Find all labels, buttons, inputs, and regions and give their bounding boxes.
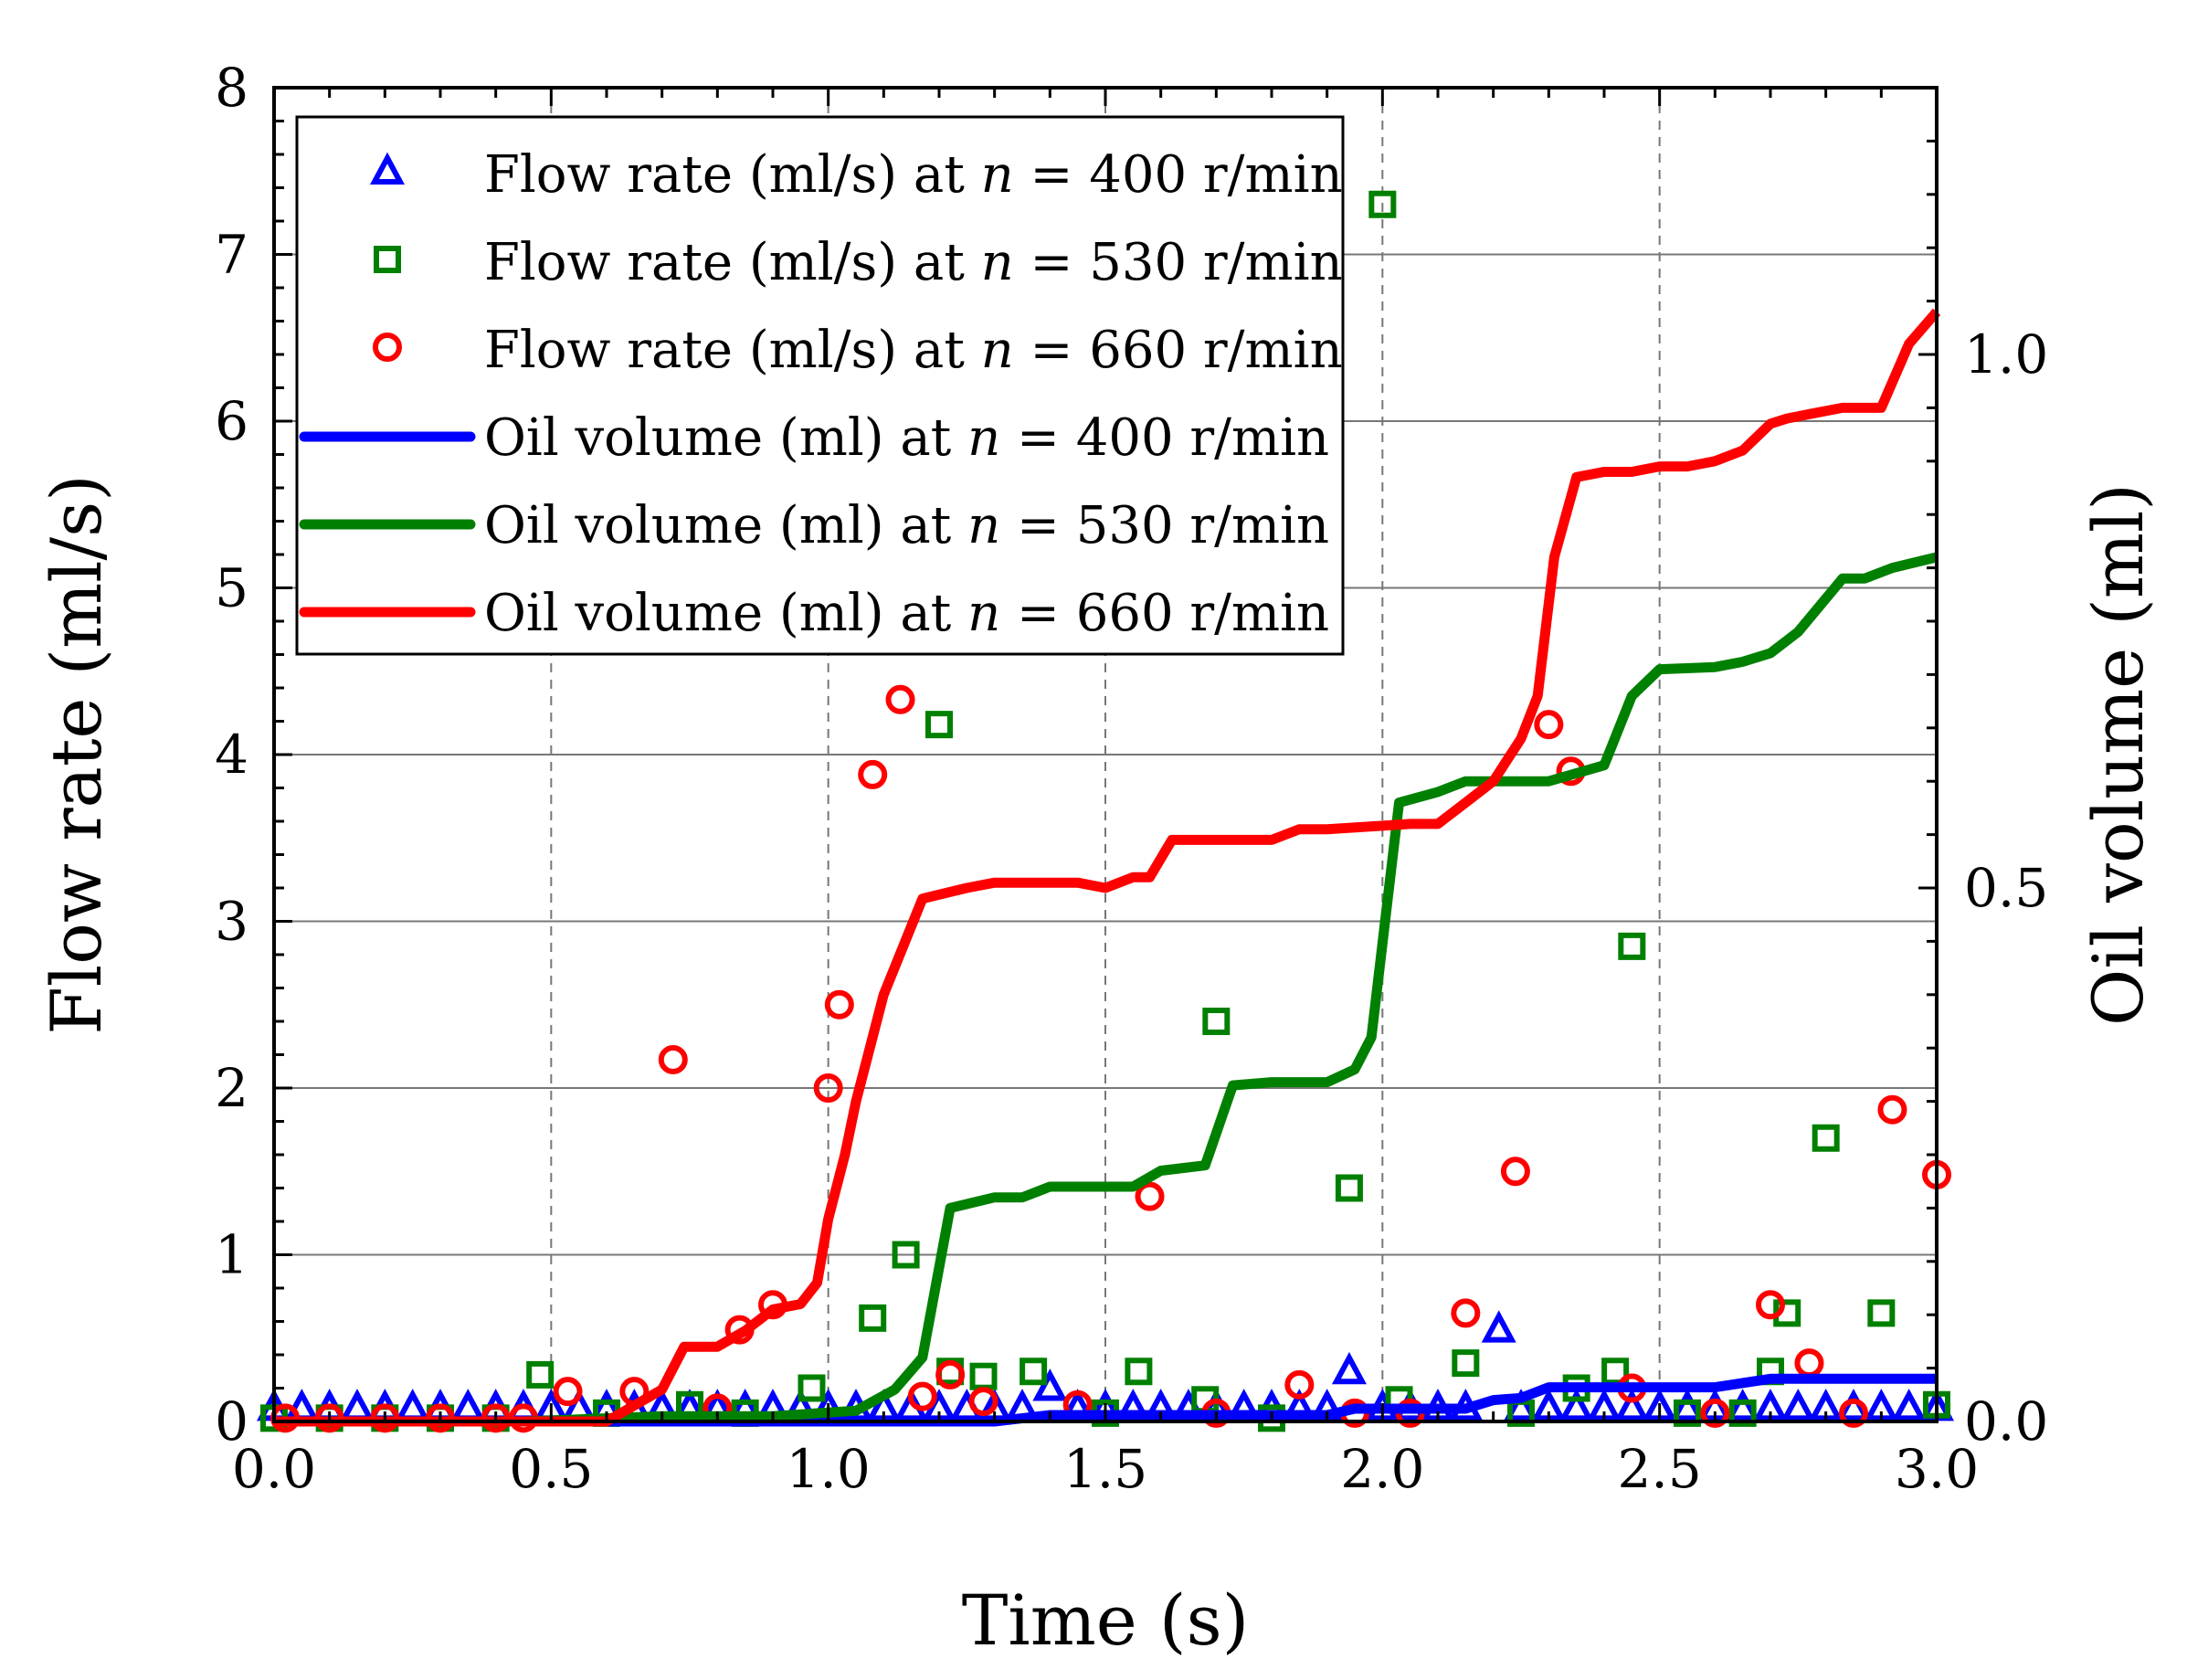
x-tick-label: 2.5 — [1618, 1438, 1702, 1500]
legend-entry: Flow rate (ml/s) at n = 530 r/min — [374, 233, 1343, 292]
flow-rate-point — [1481, 1310, 1516, 1343]
flow-rate-point — [1534, 710, 1564, 740]
flow-rate-point — [658, 1044, 688, 1074]
flow-rate-point — [526, 1360, 555, 1389]
flow-rate-point — [1728, 1399, 1757, 1427]
flow-rate-point — [935, 1359, 966, 1389]
flow-rate-point — [339, 1389, 375, 1421]
axis-ticks — [272, 86, 1939, 1423]
flow-rate-point — [1780, 1389, 1816, 1421]
legend-marker-swatch — [374, 246, 401, 273]
legend-entry: Oil volume (ml) at n = 660 r/min — [299, 584, 1329, 643]
oil-volume-line — [274, 308, 1941, 1427]
x-tick-label: 0.0 — [232, 1438, 316, 1500]
flow-rate-point — [892, 1241, 920, 1269]
legend-label: Oil volume (ml) at n = 530 r/min — [484, 496, 1329, 555]
flow-rate-point — [968, 1387, 998, 1417]
flow-rate-point — [1700, 1398, 1730, 1428]
flow-rate-point — [1558, 1389, 1594, 1421]
flow-rate-point — [1032, 1368, 1068, 1401]
legend-marker-swatch — [369, 152, 406, 185]
flow-rate-point — [1451, 1298, 1481, 1328]
flow-rate-point — [859, 1304, 887, 1332]
flow-rate-point — [1335, 1174, 1363, 1202]
y2-tick-label: 0.0 — [1964, 1390, 2048, 1453]
x-tick-label: 1.5 — [1063, 1438, 1147, 1500]
flow-rate-point — [824, 989, 854, 1020]
flow-rate-point — [1019, 1358, 1048, 1386]
flow-rate-point — [858, 759, 888, 789]
flow-rate-point — [1331, 1351, 1367, 1385]
x-tick-label: 3.0 — [1895, 1438, 1979, 1500]
flow-rate-point — [885, 684, 915, 714]
legend-entry: Oil volume (ml) at n = 400 r/min — [299, 408, 1329, 468]
flow-rate-point — [1812, 1124, 1840, 1152]
flow-rate-point — [1794, 1348, 1824, 1379]
flow-rate-point — [1202, 1008, 1231, 1035]
flow-rate-point — [1756, 1290, 1785, 1320]
x-tick-label: 0.5 — [509, 1438, 593, 1500]
y2-axis-title: Oil volume (ml) — [2077, 483, 2159, 1026]
y-tick-label: 5 — [215, 557, 248, 619]
flow-rate-point — [1368, 190, 1397, 218]
legend-box — [295, 115, 1345, 656]
flow-rate-point — [1839, 1398, 1868, 1428]
legend-label: Flow rate (ml/s) at n = 400 r/min — [484, 145, 1343, 205]
x-tick-label: 2.0 — [1340, 1438, 1424, 1500]
flow-rate-point — [1135, 1181, 1165, 1211]
flow-rate-point — [1891, 1389, 1927, 1421]
y2-tick-labels: 0.0 0.5 1.0 — [1964, 323, 2048, 1453]
flow-rate-point — [1500, 1157, 1530, 1187]
legend-label: Flow rate (ml/s) at n = 660 r/min — [484, 321, 1343, 380]
flow-rate-point — [1867, 1299, 1896, 1327]
y-tick-label: 0 — [215, 1390, 248, 1453]
y-tick-label: 8 — [215, 57, 248, 119]
legend: Flow rate (ml/s) at n = 400 r/min Flow ra… — [295, 115, 1345, 656]
y-tick-label: 7 — [215, 224, 248, 286]
y2-tick-label: 0.5 — [1964, 857, 2048, 919]
legend-entry: Oil volume (ml) at n = 530 r/min — [299, 496, 1329, 555]
flow-rate-point — [969, 1362, 998, 1390]
flow-rate-point — [395, 1389, 430, 1421]
x-tick-label: 1.0 — [787, 1438, 871, 1500]
y-tick-labels: 0 1 2 3 4 5 6 7 8 — [215, 57, 248, 1453]
y-axis-title: Flow rate (ml/s) — [36, 474, 117, 1035]
legend-label: Flow rate (ml/s) at n = 530 r/min — [484, 233, 1343, 292]
legend-label: Oil volume (ml) at n = 660 r/min — [484, 584, 1329, 643]
y-tick-label: 4 — [215, 724, 248, 786]
y-tick-label: 6 — [215, 390, 248, 452]
y2-tick-label: 1.0 — [1964, 323, 2048, 386]
x-axis-title: Time (s) — [962, 1580, 1250, 1661]
flow-rate-point — [553, 1377, 583, 1407]
flow-rate-point — [1618, 932, 1646, 960]
y-tick-label: 2 — [215, 1057, 248, 1119]
flow-rate-point — [1452, 1349, 1480, 1378]
flow-rate-point — [798, 1374, 826, 1402]
flow-rate-point — [1669, 1389, 1706, 1421]
flow-rate-point — [450, 1389, 486, 1421]
flow-rate-point — [813, 1073, 843, 1103]
legend-entry: Flow rate (ml/s) at n = 400 r/min — [369, 145, 1343, 205]
flow-rate-point — [1125, 1358, 1153, 1386]
x-tick-labels: 0.0 0.5 1.0 1.5 2.0 2.5 3.0 — [232, 1438, 1979, 1500]
flow-rate-point — [1674, 1399, 1701, 1427]
y-tick-label: 1 — [215, 1224, 248, 1286]
flow-rate-point — [1284, 1369, 1315, 1400]
legend-entry: Flow rate (ml/s) at n = 660 r/min — [373, 321, 1343, 380]
scatter-series-circle — [270, 684, 1951, 1433]
flow-rate-point — [925, 711, 953, 739]
y-tick-label: 3 — [215, 891, 248, 953]
flow-rate-point — [907, 1381, 937, 1411]
flow-rate-point — [949, 1389, 985, 1421]
flow-rate-point — [1503, 1389, 1539, 1421]
legend-marker-swatch — [373, 333, 402, 362]
flow-rate-point — [1877, 1094, 1907, 1125]
flow-rate-point — [1614, 1389, 1650, 1421]
oil-volume-line — [274, 552, 1939, 1427]
flow-rate-point — [1725, 1389, 1760, 1421]
legend-label: Oil volume (ml) at n = 400 r/min — [484, 408, 1329, 468]
